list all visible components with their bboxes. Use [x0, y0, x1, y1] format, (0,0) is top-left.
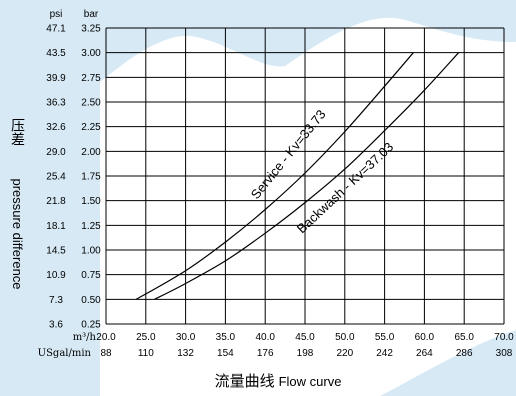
y-tick-bar: 2.00	[81, 147, 101, 158]
y-tick-bar: 0.50	[81, 295, 101, 306]
x-tick-usgal: 264	[416, 348, 433, 359]
x-tick-m3h: 35.0	[216, 332, 236, 343]
y-tick-bar: 1.75	[81, 172, 101, 183]
x-tick-usgal: 132	[177, 348, 194, 359]
y-tick-bar: 1.00	[81, 246, 101, 257]
y-tick-psi: 10.9	[46, 270, 66, 281]
x-tick-m3h: 60.0	[415, 332, 435, 343]
y-unit-psi: psi	[50, 9, 63, 20]
x-tick-m3h: 50.0	[335, 332, 355, 343]
y-tick-bar: 2.25	[81, 122, 101, 133]
x-tick-m3h: 20.0	[96, 332, 116, 343]
y-tick-bar: 2.50	[81, 98, 101, 109]
x-tick-usgal: 176	[257, 348, 274, 359]
x-unit-usgal: USgal/min	[38, 348, 92, 359]
y-tick-psi: 36.3	[46, 98, 66, 109]
x-unit-m3h: m³/h	[73, 332, 97, 343]
y-tick-psi: 21.8	[46, 196, 66, 207]
x-tick-m3h: 25.0	[136, 332, 156, 343]
y-label-en: pressure difference	[10, 178, 25, 289]
x-tick-usgal: 220	[336, 348, 353, 359]
x-tick-usgal: 242	[376, 348, 393, 359]
y-tick-bar: 3.00	[81, 48, 101, 59]
y-tick-bar: 1.25	[81, 221, 101, 232]
x-tick-m3h: 55.0	[375, 332, 395, 343]
y-tick-psi: 3.6	[49, 320, 63, 331]
series-line-1	[135, 52, 414, 300]
x-tick-m3h: 70.0	[494, 332, 514, 343]
y-tick-bar: 0.75	[81, 270, 101, 281]
chart-title-en: Flow curve	[279, 374, 342, 389]
y-tick-psi: 39.9	[46, 73, 66, 84]
y-tick-psi: 43.5	[46, 48, 66, 59]
y-tick-psi: 25.4	[46, 172, 66, 183]
series-line-2	[154, 52, 460, 300]
chart-title-cn: 流量曲线	[215, 372, 275, 390]
x-tick-usgal: 286	[456, 348, 473, 359]
y-tick-psi: 14.5	[46, 246, 66, 257]
y-tick-bar: 1.50	[81, 196, 101, 207]
x-tick-m3h: 40.0	[255, 332, 275, 343]
chart-title: 流量曲线 Flow curve	[215, 372, 342, 390]
y-unit-bar: bar	[84, 9, 99, 20]
y-tick-psi: 47.1	[46, 24, 66, 35]
x-tick-usgal: 88	[100, 348, 112, 359]
x-tick-usgal: 154	[217, 348, 234, 359]
x-tick-m3h: 65.0	[454, 332, 474, 343]
chart-labels: psi bar m³/h USgal/min 压差 pressure diffe…	[9, 9, 514, 390]
x-tick-m3h: 45.0	[295, 332, 315, 343]
chart-grid	[105, 27, 505, 325]
y-tick-psi: 29.0	[46, 147, 66, 158]
x-tick-usgal: 308	[496, 348, 513, 359]
y-tick-psi: 18.1	[46, 221, 66, 232]
y-label-cn: 压差	[9, 118, 25, 146]
y-tick-bar: 2.75	[81, 73, 101, 84]
series-label-1: Service - Kv=33.73	[248, 107, 329, 202]
x-tick-usgal: 198	[297, 348, 314, 359]
y-tick-psi: 32.6	[46, 122, 66, 133]
y-tick-bar: 0.25	[81, 320, 101, 331]
x-tick-m3h: 30.0	[176, 332, 196, 343]
y-tick-bar: 3.25	[81, 24, 101, 35]
y-tick-psi: 7.3	[49, 295, 63, 306]
x-tick-usgal: 110	[138, 348, 154, 359]
